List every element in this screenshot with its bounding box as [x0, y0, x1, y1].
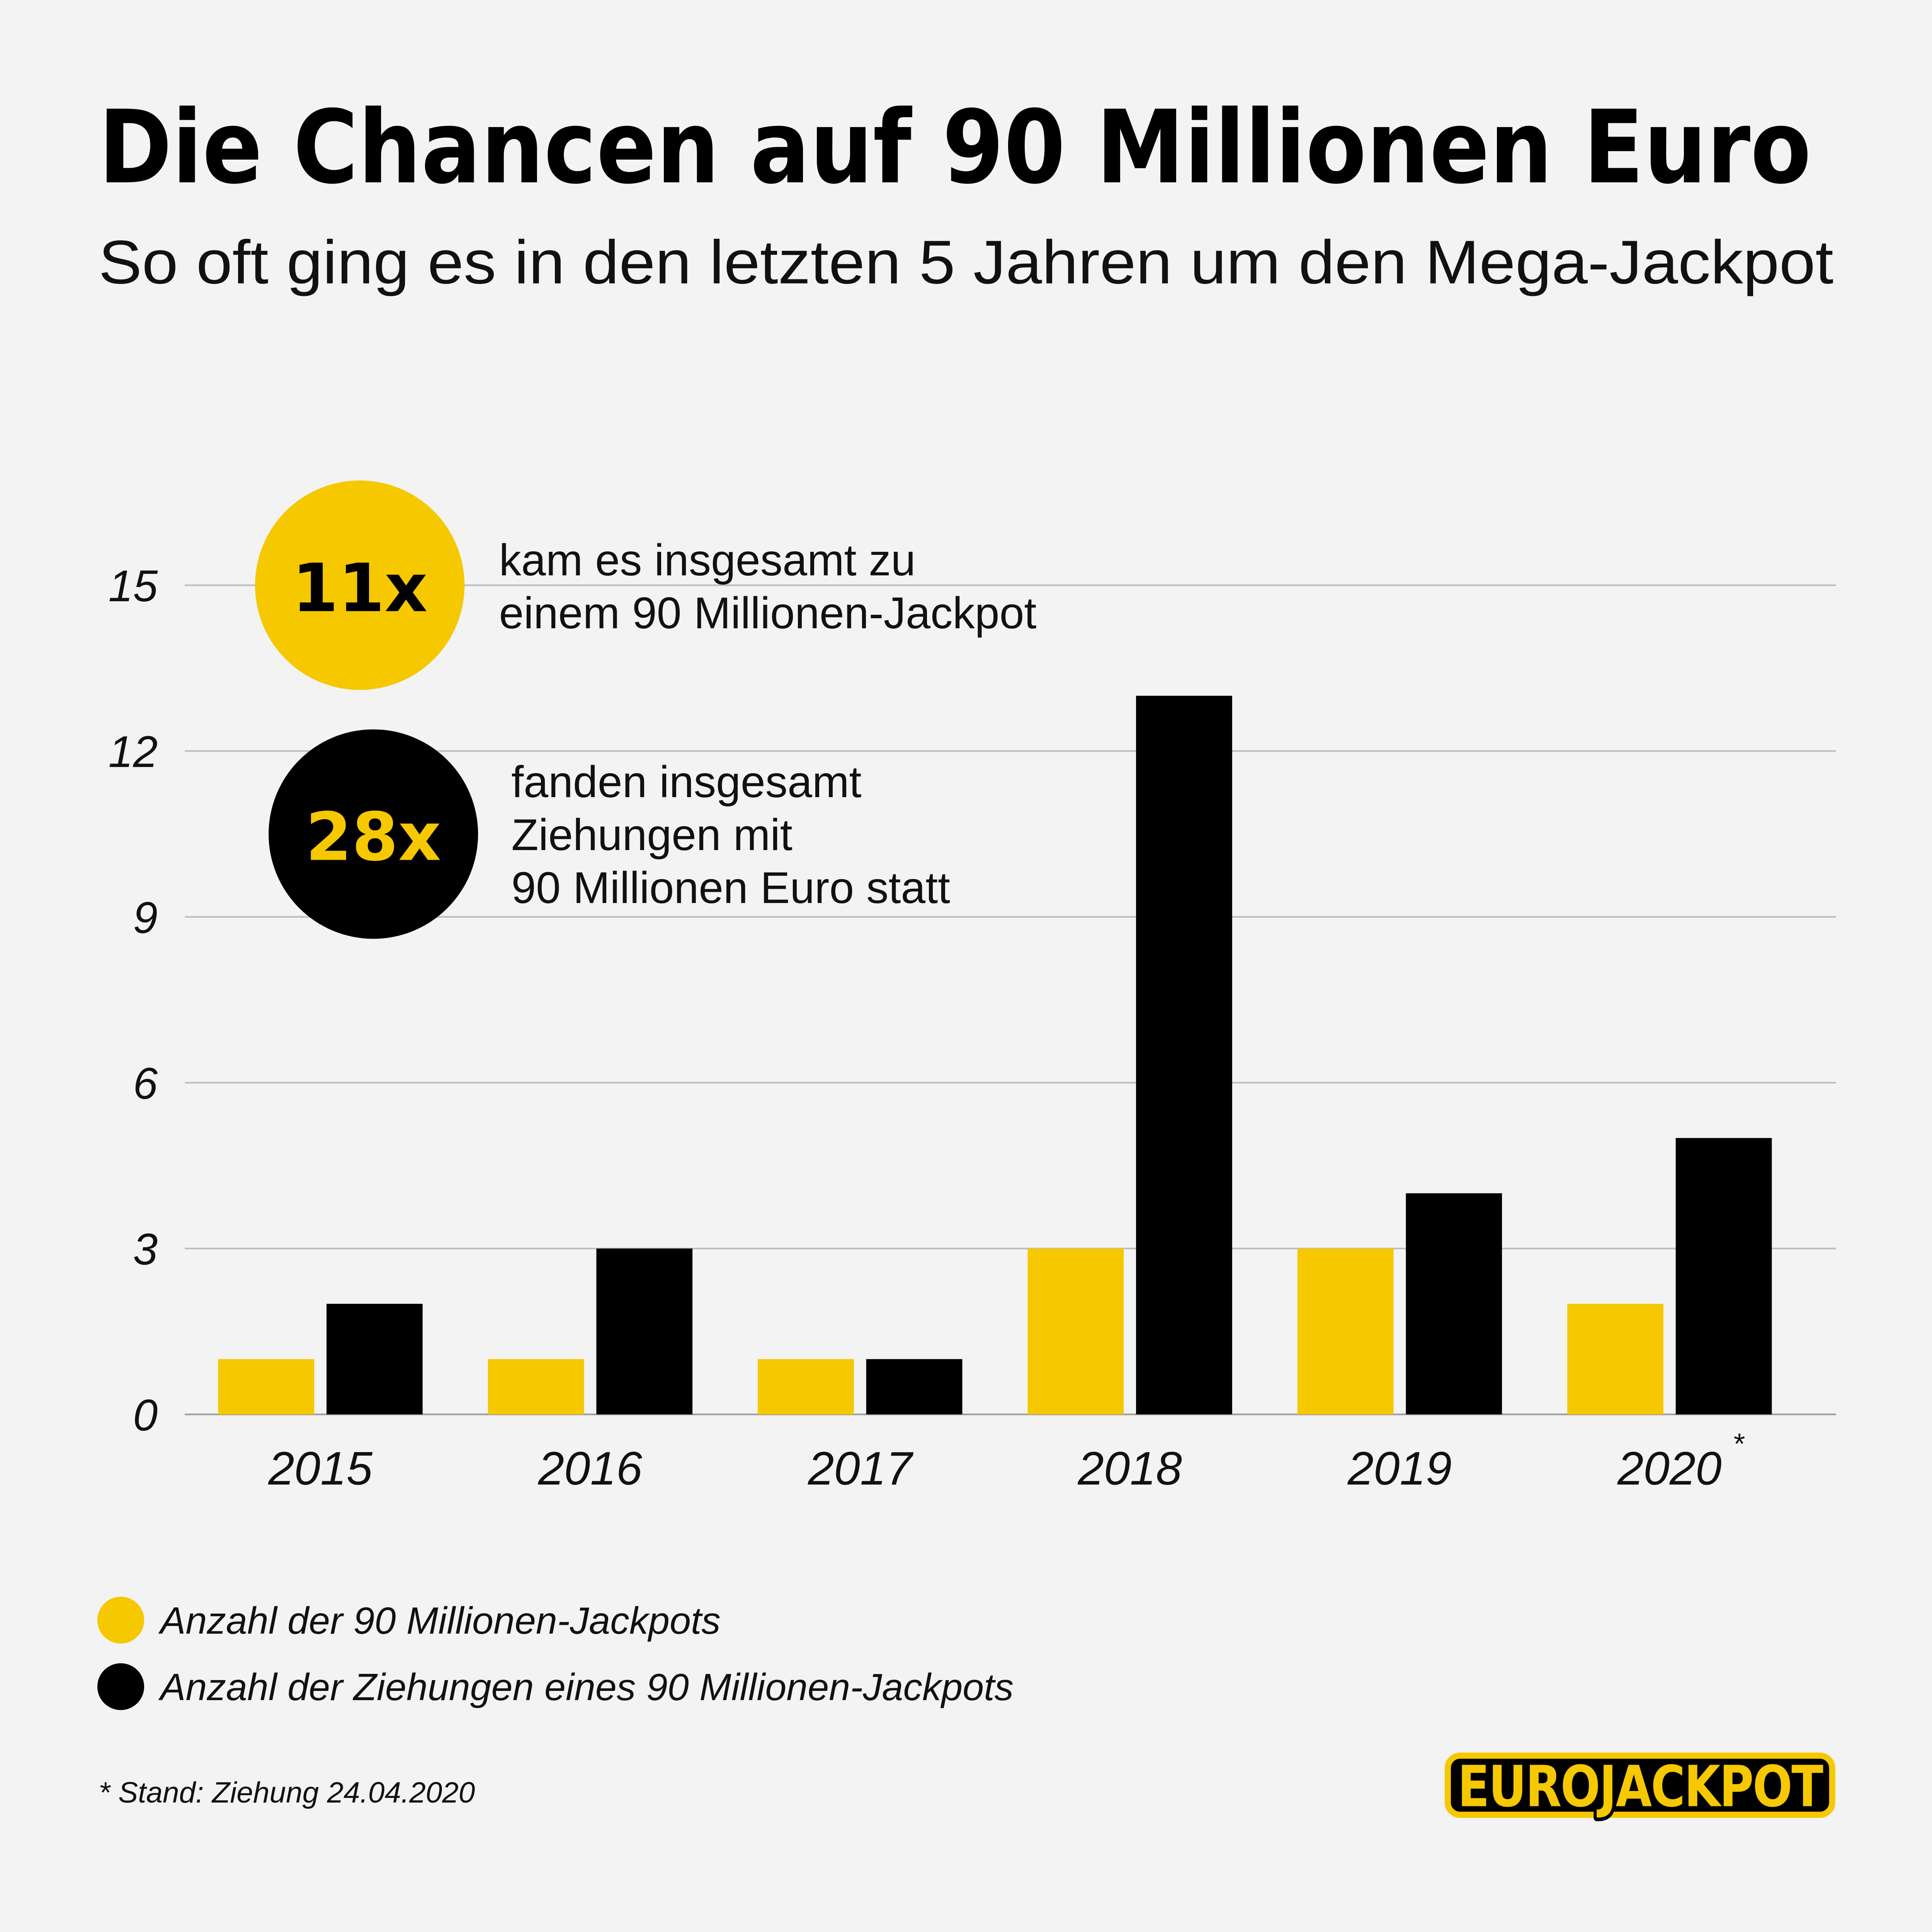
badge-circle-yellow: [255, 480, 465, 690]
logo-badge: [1444, 1752, 1835, 1818]
bar-jackpots-2019: [1297, 1248, 1394, 1415]
callout-line: fanden insgesamt: [511, 757, 861, 807]
callout-line: 90 Millionen Euro statt: [511, 863, 950, 913]
bars: [218, 696, 1772, 1415]
y-tick-label: 3: [133, 1225, 158, 1274]
page-title: Die Chancen auf 90 Millionen Euro: [99, 88, 1811, 206]
x-tick-label: 2016: [538, 1442, 643, 1495]
gridlines: [185, 584, 1836, 1415]
bar-draws-2017: [866, 1359, 963, 1415]
x-tick-label: 2015: [268, 1442, 372, 1495]
logo-text: EUROJACKPOT: [1458, 1753, 1823, 1820]
callout-total-jackpots: 11x kam es insgesamt zu einem 90 Million…: [255, 480, 1036, 690]
y-axis-ticks: 0 3 6 9 12 15: [108, 561, 158, 1440]
bar-jackpots-2015: [218, 1359, 315, 1415]
callout-line: kam es insgesamt zu: [499, 536, 915, 585]
badge-label: 11x: [292, 549, 428, 627]
x-tick-label: 2020: [1617, 1442, 1722, 1495]
bar-draws-2019: [1406, 1193, 1502, 1415]
legend-label: Anzahl der 90 Millionen-Jackpots: [158, 1599, 721, 1642]
y-tick-label: 15: [108, 561, 158, 611]
bar-jackpots-2018: [1027, 1248, 1124, 1415]
y-tick-label: 12: [108, 727, 158, 777]
x-axis-labels: 2015 2016 2017 2018 2019 2020 *: [268, 1427, 1745, 1495]
callout-total-draws: 28x fanden insgesamt Ziehungen mit 90 Mi…: [269, 729, 950, 939]
footnote-mark: *: [1732, 1427, 1745, 1460]
badge-circle-black: [269, 729, 478, 939]
y-tick-label: 0: [133, 1391, 158, 1440]
bar-draws-2016: [596, 1248, 693, 1415]
legend: Anzahl der 90 Millionen-Jackpots Anzahl …: [97, 1597, 1014, 1710]
badge-label: 28x: [306, 798, 441, 876]
bar-draws-2015: [327, 1304, 423, 1415]
bar-draws-2020: [1675, 1138, 1772, 1415]
bar-jackpots-2016: [488, 1359, 584, 1415]
eurojackpot-logo: EUROJACKPOT: [1444, 1750, 1835, 1823]
footnote: * Stand: Ziehung 24.04.2020: [99, 1776, 475, 1809]
legend-swatch-black: [97, 1663, 145, 1710]
legend-label: Anzahl der Ziehungen eines 90 Millionen-…: [158, 1666, 1014, 1708]
bar-jackpots-2017: [758, 1359, 854, 1415]
x-tick-label: 2018: [1077, 1442, 1182, 1495]
callout-line: einem 90 Millionen-Jackpot: [499, 588, 1036, 638]
page-subtitle: So oft ging es in den letzten 5 Jahren u…: [99, 228, 1833, 296]
bar-draws-2018: [1136, 696, 1232, 1415]
legend-swatch-yellow: [97, 1597, 145, 1644]
bar-jackpots-2020: [1567, 1304, 1663, 1415]
y-tick-label: 6: [133, 1059, 158, 1109]
x-tick-label: 2019: [1347, 1442, 1452, 1495]
y-tick-label: 9: [133, 893, 158, 942]
callout-line: Ziehungen mit: [511, 810, 793, 860]
x-tick-label: 2017: [808, 1442, 914, 1495]
